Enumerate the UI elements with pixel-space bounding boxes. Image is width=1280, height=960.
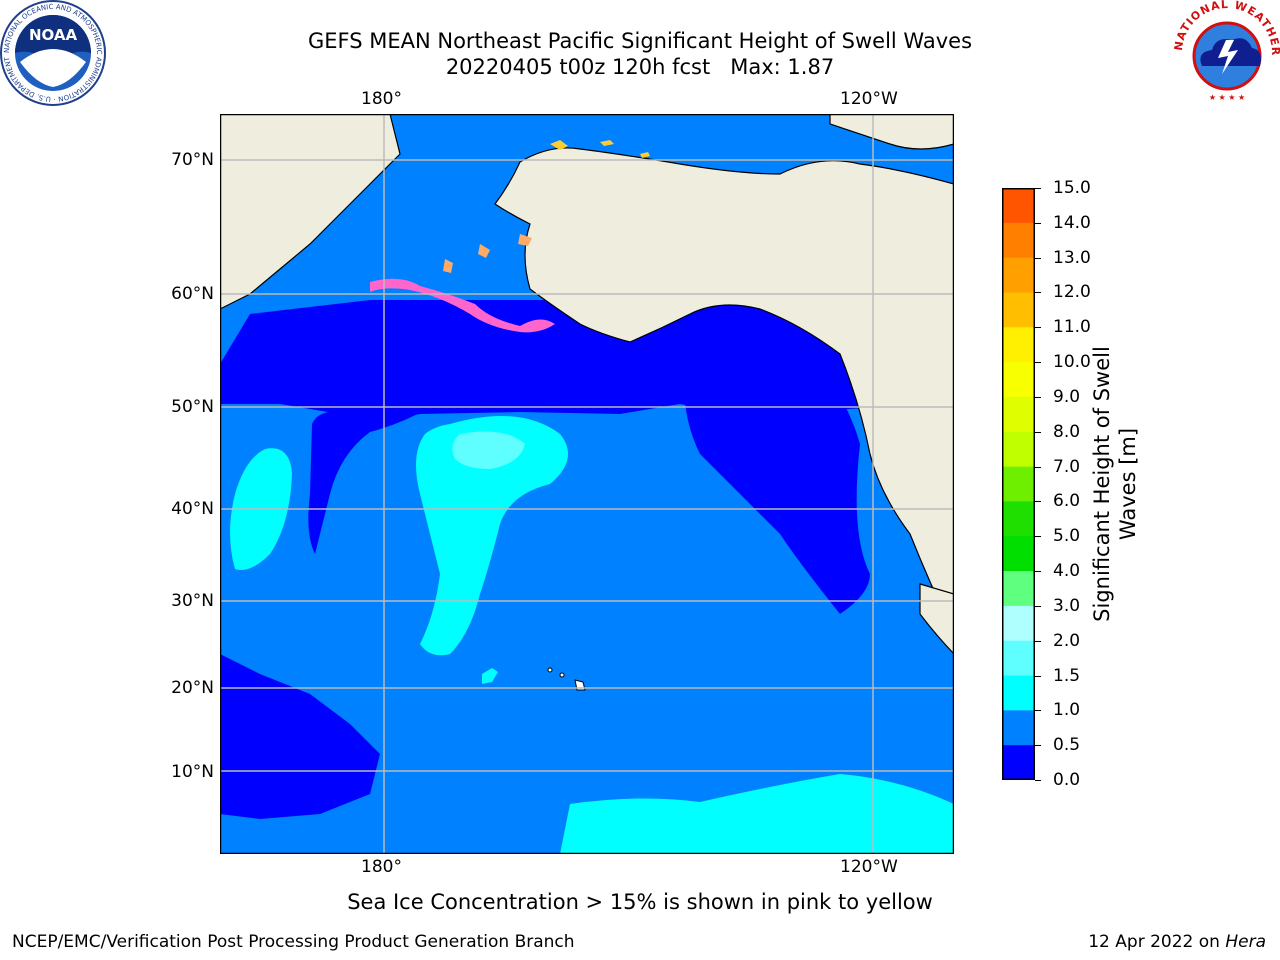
sea-ice-patches — [443, 234, 532, 273]
colorbar-tick-mark — [1035, 571, 1041, 573]
colorbar-tick-mark — [1035, 327, 1041, 329]
swell-plume-central — [416, 416, 568, 656]
colorbar-band — [1002, 605, 1035, 642]
nws-logo: NATIONAL WEATHER SERVICE ★ ★ ★ ★ — [1174, 0, 1280, 103]
colorbar-tick-mark — [1035, 780, 1041, 781]
colorbar-tick-mark — [1035, 745, 1041, 747]
colorbar-tick-mark — [1035, 466, 1041, 468]
swell-height-map — [220, 114, 954, 854]
low-swell-northwest — [308, 410, 425, 554]
colorbar-tick-label: 15.0 — [1053, 178, 1091, 198]
colorbar — [1002, 188, 1035, 780]
colorbar-band — [1002, 431, 1035, 468]
colorbar-tick-label: 9.0 — [1053, 386, 1081, 407]
forecast-run-text: 20220405 t00z 120h fcst — [445, 55, 711, 79]
colorbar-band — [1002, 466, 1035, 502]
colorbar-label: Significant Height of Swell Waves [m] — [1090, 346, 1140, 622]
chart-subtitle: 20220405 t00z 120h fcst Max: 1.87 — [140, 54, 1140, 80]
lat-label-60n: 60°N — [171, 284, 214, 304]
noaa-logo-text: NOAA — [29, 26, 78, 44]
colorbar-tick-label: 11.0 — [1053, 317, 1091, 338]
colorbar-tick-mark — [1035, 675, 1041, 677]
footer-machine: Hera — [1225, 932, 1266, 952]
lon-label-top-120w: 120°W — [840, 89, 898, 109]
lat-label-10n: 10°N — [171, 762, 214, 782]
sea-ice-bering — [370, 278, 555, 333]
colorbar-tick-label: 5.0 — [1053, 526, 1081, 547]
swell-patch-hawaii — [482, 668, 498, 684]
colorbar-tick-label: 1.0 — [1053, 700, 1081, 721]
lat-label-50n: 50°N — [171, 397, 214, 417]
lon-label-bottom-120w: 120°W — [840, 857, 898, 877]
land-alaska-canada — [494, 147, 954, 635]
colorbar-band — [1002, 396, 1035, 433]
noaa-logo: NATIONAL OCEANIC AND ATMOSPHERIC ADMINIS… — [0, 0, 106, 106]
colorbar-tick-mark — [1035, 257, 1041, 259]
sea-ice-arctic-coast — [550, 140, 650, 158]
colorbar-tick-mark — [1035, 188, 1041, 189]
colorbar-tick-mark — [1035, 501, 1041, 503]
colorbar-band — [1002, 327, 1035, 363]
colorbar-tick-label: 1.5 — [1053, 665, 1081, 686]
colorbar-tick-label: 7.0 — [1053, 456, 1081, 477]
map-gridlines — [220, 114, 954, 854]
colorbar-tick-label: 4.0 — [1053, 561, 1081, 582]
colorbar-band — [1002, 640, 1035, 677]
sea-ice-note: Sea Ice Concentration > 15% is shown in … — [347, 890, 933, 914]
colorbar-band — [1002, 710, 1035, 746]
low-swell-east-coast — [680, 320, 870, 614]
land-arctic-islands — [829, 114, 954, 150]
colorbar-tick-label: 14.0 — [1053, 212, 1091, 233]
colorbar-tick-label: 0.5 — [1053, 735, 1081, 756]
colorbar-tick-mark — [1035, 222, 1041, 224]
colorbar-band — [1002, 188, 1035, 224]
footer-date: 12 Apr 2022 on Hera — [1088, 932, 1266, 952]
colorbar-band — [1002, 675, 1035, 711]
colorbar-tick-mark — [1035, 710, 1041, 712]
colorbar-tick-label: 3.0 — [1053, 595, 1081, 616]
swell-band-south — [560, 774, 954, 854]
colorbar-band — [1002, 571, 1035, 607]
colorbar-tick-mark — [1035, 536, 1041, 538]
lon-label-top-180: 180° — [361, 89, 402, 109]
footer-date-text: 12 Apr 2022 on — [1088, 932, 1226, 952]
colorbar-tick-label: 0.0 — [1053, 770, 1081, 790]
max-value-text: Max: 1.87 — [730, 55, 835, 79]
svg-text:★ ★ ★ ★: ★ ★ ★ ★ — [1209, 93, 1245, 102]
map-frame — [220, 114, 954, 854]
lat-label-40n: 40°N — [171, 499, 214, 519]
low-swell-southwest — [220, 654, 380, 819]
hawaii-island-1 — [547, 667, 553, 673]
hawaii-island-2 — [559, 672, 565, 678]
colorbar-band — [1002, 501, 1035, 537]
colorbar-band — [1002, 257, 1035, 293]
colorbar-tick-mark — [1035, 640, 1041, 642]
colorbar-tick-label: 12.0 — [1053, 282, 1091, 303]
swell-peak-central — [452, 431, 525, 469]
colorbar-band — [1002, 222, 1035, 259]
colorbar-band — [1002, 745, 1035, 780]
colorbar-tick-label: 10.0 — [1053, 352, 1091, 373]
colorbar-tick-label: 2.0 — [1053, 630, 1081, 651]
colorbar-band — [1002, 536, 1035, 572]
lat-label-30n: 30°N — [171, 591, 214, 611]
colorbar-tick-label: 13.0 — [1053, 247, 1091, 268]
colorbar-tick-mark — [1035, 292, 1041, 294]
colorbar-tick-mark — [1035, 605, 1041, 607]
chart-title: GEFS MEAN Northeast Pacific Significant … — [307, 29, 973, 53]
colorbar-tick-label: 8.0 — [1053, 421, 1081, 442]
land-siberia — [220, 114, 401, 310]
colorbar-band — [1002, 292, 1035, 328]
colorbar-tick-mark — [1035, 362, 1041, 364]
colorbar-tick-mark — [1035, 396, 1041, 398]
lat-label-70n: 70°N — [171, 150, 214, 170]
colorbar-band — [1002, 362, 1035, 398]
lat-label-20n: 20°N — [171, 678, 214, 698]
lon-label-bottom-180: 180° — [361, 857, 402, 877]
colorbar-tick-mark — [1035, 431, 1041, 433]
colorbar-tick-label: 6.0 — [1053, 491, 1081, 512]
footer-credit: NCEP/EMC/Verification Post Processing Pr… — [12, 932, 575, 952]
colorbar-frame — [1002, 188, 1035, 780]
